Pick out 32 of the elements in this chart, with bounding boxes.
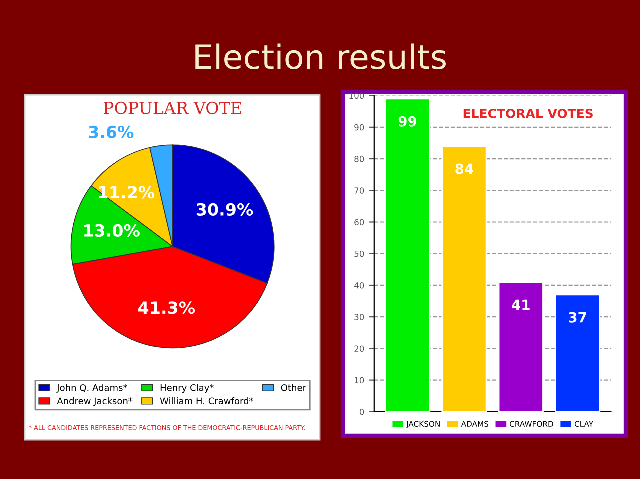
y-tick-label: 0 <box>360 408 364 416</box>
legend-label: Henry Clay* <box>160 384 214 394</box>
y-tick-label: 10 <box>354 377 364 384</box>
y-tick-label: 50 <box>354 250 364 258</box>
y-tick-label: 30 <box>354 314 364 320</box>
y-tick-label: 80 <box>354 156 364 162</box>
data-label: 84 <box>456 164 474 174</box>
y-tick-label: 60 <box>354 219 364 226</box>
bar <box>384 98 431 412</box>
data-label: 99 <box>398 116 417 127</box>
bar <box>442 146 488 412</box>
y-tick-label: 40 <box>354 282 364 289</box>
data-label: 3.6% <box>89 126 134 139</box>
data-label: 11.2% <box>99 186 155 199</box>
y-tick-label: 20 <box>354 346 364 352</box>
chart-title: POPULAR VOTE <box>104 102 242 114</box>
y-tick-label: 100 <box>350 92 364 100</box>
data-label: 41.3% <box>138 302 196 314</box>
data-label: 37 <box>569 312 586 323</box>
legend-label: John Q. Adams* <box>56 384 128 393</box>
y-tick-label: 90 <box>354 124 364 131</box>
legend-label: Other <box>281 384 306 392</box>
data-label: 30.9% <box>196 203 254 216</box>
text: ELECTORAL VOTES <box>464 108 593 118</box>
legend-label: Andrew Jackson* <box>57 398 133 406</box>
data-label: 41 <box>512 300 530 310</box>
text: Election results <box>196 44 446 70</box>
data-label: 13.0% <box>84 224 140 238</box>
legend-label: William H. Crawford* <box>160 398 254 405</box>
bar <box>498 282 544 412</box>
y-tick-label: 70 <box>354 188 364 194</box>
bar <box>555 294 601 412</box>
